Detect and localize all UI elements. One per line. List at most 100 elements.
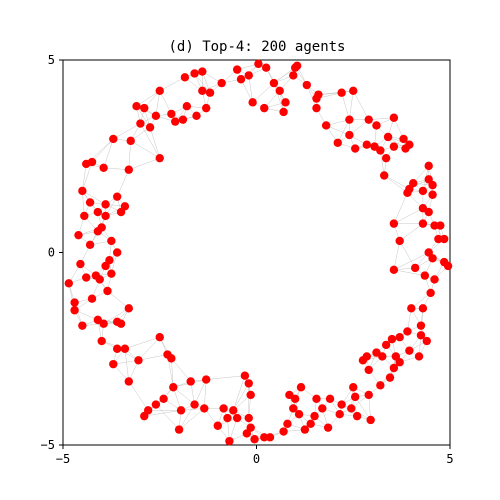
- agent-point: [202, 375, 210, 383]
- agent-point: [254, 60, 262, 68]
- agent-point: [159, 395, 167, 403]
- agent-point: [190, 69, 198, 77]
- agent-point: [310, 412, 318, 420]
- agent-point: [285, 391, 293, 399]
- agent-point: [225, 437, 233, 445]
- agent-point: [281, 98, 289, 106]
- agent-point: [365, 366, 373, 374]
- agent-point: [202, 104, 210, 112]
- agent-point: [117, 208, 125, 216]
- agent-point: [403, 189, 411, 197]
- agent-point: [337, 89, 345, 97]
- agent-point: [125, 304, 133, 312]
- agent-point: [250, 435, 258, 443]
- agent-point: [152, 112, 160, 120]
- agent-point: [70, 306, 78, 314]
- x-tick-label: 5: [446, 452, 453, 466]
- agent-point: [86, 241, 94, 249]
- agent-point: [334, 139, 342, 147]
- agent-point: [179, 115, 187, 123]
- agent-point: [390, 266, 398, 274]
- agent-point: [405, 141, 413, 149]
- agent-point: [260, 104, 268, 112]
- agent-point: [345, 131, 353, 139]
- agent-point: [434, 235, 442, 243]
- agent-point: [107, 237, 115, 245]
- agent-point: [409, 179, 417, 187]
- agent-point: [363, 141, 371, 149]
- agent-point: [237, 75, 245, 83]
- agent-point: [312, 395, 320, 403]
- agent-point: [245, 379, 253, 387]
- agent-point: [99, 320, 107, 328]
- agent-point: [326, 395, 334, 403]
- agent-point: [318, 404, 326, 412]
- agent-point: [419, 219, 427, 227]
- agent-point: [92, 271, 100, 279]
- agent-point: [372, 121, 380, 129]
- agent-point: [136, 119, 144, 127]
- agent-point: [351, 144, 359, 152]
- agent-point: [423, 337, 431, 345]
- agent-point: [99, 164, 107, 172]
- agent-point: [105, 256, 113, 264]
- agent-point: [366, 416, 374, 424]
- agent-point: [444, 262, 452, 270]
- chart-title: (d) Top-4: 200 agents: [168, 39, 345, 55]
- agent-point: [276, 87, 284, 95]
- agent-point: [297, 383, 305, 391]
- agent-point: [76, 260, 84, 268]
- agent-point: [78, 321, 86, 329]
- agent-point: [395, 237, 403, 245]
- agent-point: [245, 71, 253, 79]
- agent-point: [411, 264, 419, 272]
- agent-point: [171, 117, 179, 125]
- y-tick-label: −5: [41, 438, 55, 452]
- agent-point: [127, 137, 135, 145]
- agent-point: [260, 433, 268, 441]
- agent-point: [245, 414, 253, 422]
- agent-point: [378, 352, 386, 360]
- agent-point: [233, 65, 241, 73]
- agent-point: [419, 304, 427, 312]
- agent-point: [98, 337, 106, 345]
- agent-point: [262, 63, 270, 71]
- agent-point: [152, 400, 160, 408]
- agent-point: [390, 114, 398, 122]
- agent-point: [405, 346, 413, 354]
- agent-point: [192, 112, 200, 120]
- agent-point: [233, 414, 241, 422]
- agent-point: [430, 275, 438, 283]
- agent-point: [349, 87, 357, 95]
- agent-point: [301, 425, 309, 433]
- agent-point: [376, 146, 384, 154]
- agent-point: [365, 115, 373, 123]
- agent-point: [156, 87, 164, 95]
- agent-point: [134, 356, 142, 364]
- y-tick-label: 5: [48, 53, 55, 67]
- agent-point: [121, 345, 129, 353]
- agent-point: [113, 192, 121, 200]
- agent-point: [426, 289, 434, 297]
- agent-point: [322, 121, 330, 129]
- agent-point: [187, 377, 195, 385]
- agent-point: [101, 200, 109, 208]
- agent-point: [140, 104, 148, 112]
- x-tick-label: 0: [253, 452, 260, 466]
- agent-point: [183, 102, 191, 110]
- agent-point: [156, 333, 164, 341]
- agent-point: [415, 352, 423, 360]
- agent-point: [337, 400, 345, 408]
- agent-point: [94, 227, 102, 235]
- agent-point: [359, 356, 367, 364]
- agent-point: [419, 187, 427, 195]
- agent-point: [395, 333, 403, 341]
- agent-point: [74, 231, 82, 239]
- agent-point: [70, 298, 78, 306]
- agent-point: [198, 67, 206, 75]
- agent-point: [198, 87, 206, 95]
- agent-point: [146, 123, 154, 131]
- agent-point: [314, 90, 322, 98]
- agent-point: [246, 391, 254, 399]
